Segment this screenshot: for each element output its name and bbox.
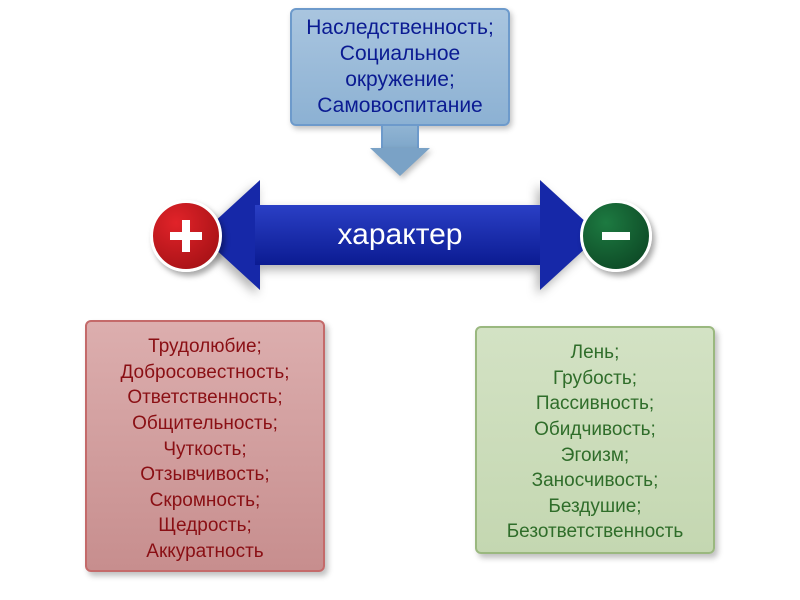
factors-text: Наследственность; Социальное окружение; … [306, 15, 494, 120]
plus-icon [150, 200, 222, 272]
factors-line: Наследственность; [306, 16, 494, 39]
arrow-down-head [370, 148, 430, 176]
factors-line: Самовоспитание [317, 94, 482, 117]
trait-line: Эгоизм; [561, 445, 629, 466]
negative-traits-box: Лень; Грубость; Пассивность; Обидчивость… [475, 326, 715, 554]
factors-line: окружение; [345, 68, 455, 91]
character-label: характер [338, 218, 463, 252]
trait-line: Пассивность; [536, 393, 654, 414]
trait-line: Заносчивость; [532, 470, 659, 491]
trait-line: Обидчивость; [534, 419, 656, 440]
minus-icon [580, 200, 652, 272]
trait-line: Щедрость; [158, 515, 252, 536]
trait-line: Скромность; [150, 490, 261, 511]
arrow-down-stem [381, 126, 419, 148]
trait-line: Отзывчивость; [140, 464, 269, 485]
factors-line: Социальное [340, 42, 460, 65]
trait-line: Чуткость; [163, 439, 246, 460]
positive-traits-text: Трудолюбие; Добросовестность; Ответствен… [95, 334, 315, 565]
trait-line: Бездушие; [548, 496, 641, 517]
positive-traits-box: Трудолюбие; Добросовестность; Ответствен… [85, 320, 325, 572]
negative-traits-text: Лень; Грубость; Пассивность; Обидчивость… [485, 340, 705, 545]
trait-line: Грубость; [553, 368, 637, 389]
trait-line: Безответственность [507, 521, 684, 542]
trait-line: Лень; [571, 342, 620, 363]
arrow-down-icon [370, 126, 430, 176]
trait-line: Общительность; [132, 413, 278, 434]
factors-box: Наследственность; Социальное окружение; … [290, 8, 510, 126]
trait-line: Ответственность; [127, 387, 282, 408]
trait-line: Добросовестность; [120, 362, 289, 383]
trait-line: Трудолюбие; [148, 336, 262, 357]
trait-line: Аккуратность [146, 541, 263, 562]
character-double-arrow: характер [200, 180, 600, 290]
character-bar: характер [255, 205, 545, 265]
